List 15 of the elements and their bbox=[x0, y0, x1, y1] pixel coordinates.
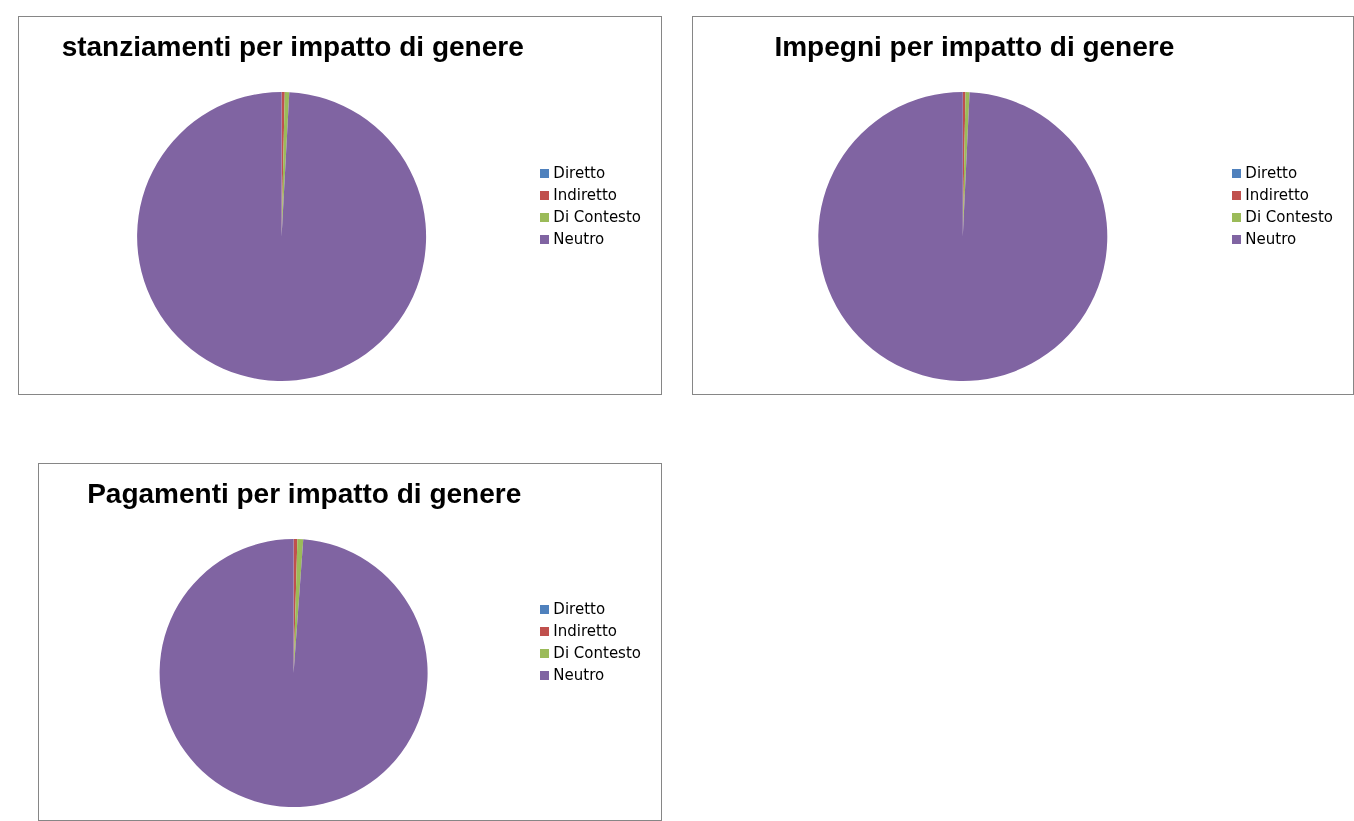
chart-title: stanziamenti per impatto di genere bbox=[60, 31, 525, 63]
legend-label: Neutro bbox=[553, 229, 605, 248]
legend-label: Di Contesto bbox=[553, 207, 641, 226]
legend-label: Neutro bbox=[553, 666, 605, 684]
legend-label: Diretto bbox=[553, 600, 606, 618]
chart-title: Pagamenti per impatto di genere bbox=[86, 478, 523, 510]
legend-label: Di Contesto bbox=[1245, 207, 1333, 226]
legend-label: Neutro bbox=[1245, 229, 1297, 248]
chart-title: Impegni per impatto di genere bbox=[773, 31, 1176, 63]
legend-label: Diretto bbox=[1245, 163, 1298, 182]
legend-label: Indiretto bbox=[1245, 185, 1309, 204]
legend-label: Indiretto bbox=[553, 622, 617, 640]
legend-label: Diretto bbox=[553, 163, 606, 182]
legend-label: Indiretto bbox=[553, 185, 617, 204]
legend-label: Di Contesto bbox=[553, 644, 641, 662]
